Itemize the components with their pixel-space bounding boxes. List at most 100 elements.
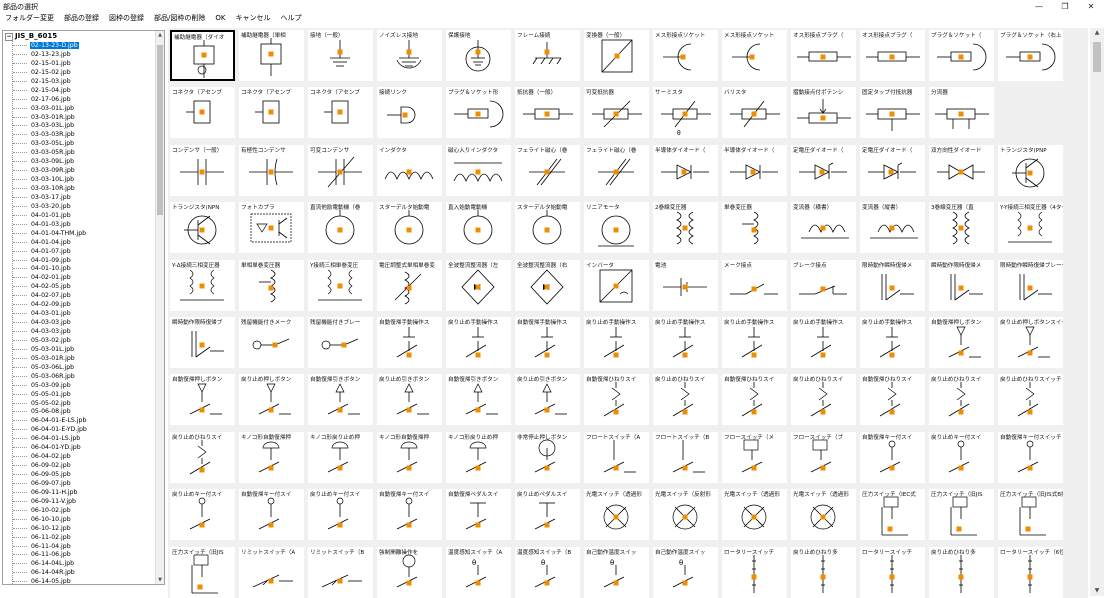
part-cell[interactable]: キノコ形戻り止め押 xyxy=(308,431,373,483)
part-cell[interactable]: 戻り止めひねりスイ xyxy=(929,374,994,426)
part-cell[interactable]: メス形接点ソケット xyxy=(722,30,787,81)
part-cell[interactable]: 自動復帰引きボタン xyxy=(446,374,511,426)
tree-item[interactable]: 02-13-23-D.jpb xyxy=(13,41,153,50)
part-cell[interactable]: プラグ＆ソケット（ xyxy=(929,30,994,81)
grid-scrollbar[interactable]: ▲ ▼ xyxy=(1090,28,1104,596)
part-cell[interactable]: 3巻線変圧器（直 xyxy=(929,202,994,254)
part-cell[interactable]: 戻り止めひねりスイッチ（2 xyxy=(998,374,1063,426)
scroll-down-icon[interactable]: ▼ xyxy=(158,577,162,583)
tree-item[interactable]: 05-05-02.jpb xyxy=(13,399,153,408)
part-cell[interactable]: 自動復帰押しボタン xyxy=(170,374,235,426)
part-cell[interactable]: 戻り止めひねり多 xyxy=(791,546,856,598)
part-cell[interactable]: θ 温度感知スイッチ（B xyxy=(515,546,580,598)
part-cell[interactable]: インバータ xyxy=(584,259,649,311)
tree-item[interactable]: 02-17-06.jpb xyxy=(13,95,153,104)
tree-item[interactable]: 04-03-01.jpb xyxy=(13,309,153,318)
part-cell[interactable]: 戻り止めキー付スイ xyxy=(170,489,235,541)
menu-ok[interactable]: OK xyxy=(215,14,226,22)
collapse-icon[interactable]: − xyxy=(5,32,13,41)
tree-item[interactable]: 05-03-01R.jpb xyxy=(13,354,153,363)
tree-scrollbar[interactable]: ▲ ▼ xyxy=(155,31,164,584)
part-cell[interactable]: 光電スイッチ（反射形 xyxy=(653,489,718,541)
menu-help[interactable]: ヘルプ xyxy=(280,14,302,22)
part-cell[interactable]: 自動復帰ペダルスイ xyxy=(446,489,511,541)
tree-item[interactable]: 05-05-01.jpb xyxy=(13,390,153,399)
tree-item[interactable]: 03-03-03L.jpb xyxy=(13,121,153,130)
part-cell[interactable]: 瞬時動作限時復帰メ xyxy=(929,259,994,311)
part-cell[interactable]: フロートスイッチ（A xyxy=(584,431,649,483)
part-cell[interactable]: 光電スイッチ（透過形 xyxy=(791,489,856,541)
part-cell[interactable]: コネクタ（アセンブ xyxy=(170,87,235,139)
part-cell[interactable]: 自動復帰ひねりスイ xyxy=(722,374,787,426)
tree-item[interactable]: 02-15-03.jpb xyxy=(13,77,153,86)
tree-item[interactable]: 02-15-04.jpb xyxy=(13,86,153,95)
part-cell[interactable]: フェライト磁心（巻 xyxy=(584,144,649,196)
tree-item[interactable]: 04-01-09.jpb xyxy=(13,256,153,265)
tree-item[interactable]: 06-09-05.jpb xyxy=(13,470,153,479)
part-cell[interactable]: Y-Y接続三相変圧器（4タップ xyxy=(998,202,1063,254)
part-cell[interactable]: プラグ＆ソケット形 xyxy=(446,87,511,139)
part-cell[interactable]: 圧力スイッチ（旧JIS xyxy=(929,489,994,541)
part-cell[interactable]: 戻り止めキー付スイ xyxy=(929,431,994,483)
part-cell[interactable]: オス形接点プラグ（ xyxy=(791,30,856,81)
tree-item[interactable]: 06-04-01-YD.jpb xyxy=(13,443,153,452)
part-cell[interactable]: 全波整流整流器（右 xyxy=(515,259,580,311)
part-cell[interactable]: 残留機能付きメーク xyxy=(239,316,304,368)
tree-item[interactable]: 05-06-08.jpb xyxy=(13,407,153,416)
part-cell[interactable]: 残留機能付きブレー xyxy=(308,316,373,368)
part-cell[interactable]: Y-Δ接続三相変圧器 xyxy=(170,259,235,311)
tree-item[interactable]: 04-01-07.jpb xyxy=(13,247,153,256)
menu-register-part[interactable]: 部品の登録 xyxy=(64,14,99,22)
part-cell[interactable]: 摺動接点付ポテンシ xyxy=(791,87,856,139)
scroll-down-icon[interactable]: ▼ xyxy=(1094,587,1100,594)
part-cell[interactable]: 直入始動電動機 xyxy=(446,202,511,254)
tree-item[interactable]: 03-03-10R.jpb xyxy=(13,184,153,193)
part-cell[interactable]: 自動復帰手動操作ス xyxy=(515,316,580,368)
part-cell[interactable]: 固定タップ付抵抗器 xyxy=(860,87,925,139)
part-cell[interactable]: 戻り止め手動操作ス xyxy=(446,316,511,368)
tree-item[interactable]: 06-04-02.jpb xyxy=(13,452,153,461)
tree-item[interactable]: 04-03-03.jpb xyxy=(13,318,153,327)
part-cell[interactable]: 変流器（横書） xyxy=(791,202,856,254)
tree-item[interactable]: 06-09-07.jpb xyxy=(13,479,153,488)
part-cell[interactable]: メス形接点ソケット xyxy=(653,30,718,81)
part-cell[interactable] xyxy=(998,87,1063,139)
part-cell[interactable]: 可変抵抗器 xyxy=(584,87,649,139)
part-cell[interactable]: 補助継電器（ダイオ xyxy=(170,30,235,81)
tree-item[interactable]: 04-02-07.jpb xyxy=(13,291,153,300)
part-cell[interactable]: 戻り止め手動操作ス xyxy=(860,316,925,368)
tree-item[interactable]: 03-03-17.jpb xyxy=(13,193,153,202)
tree-item[interactable]: 04-02-09.jpb xyxy=(13,300,153,309)
tree-item[interactable]: 03-03-20.jpb xyxy=(13,202,153,211)
part-cell[interactable]: 戻り止めひねりスイ xyxy=(653,374,718,426)
part-cell[interactable]: 戻り止め引きボタン xyxy=(377,374,442,426)
part-cell[interactable]: 定電圧ダイオード（ xyxy=(860,144,925,196)
part-cell[interactable]: 戻り止め手動操作ス xyxy=(584,316,649,368)
part-cell[interactable]: 自動復帰キー付スイッチ（3 xyxy=(998,431,1063,483)
tree-item[interactable]: 06-14-05.jpb xyxy=(13,577,153,584)
part-cell[interactable]: 戻り止め手動操作ス xyxy=(653,316,718,368)
tree-item[interactable]: 04-01-04.jpb xyxy=(13,238,153,247)
tree-item[interactable]: 06-11-06.jpb xyxy=(13,550,153,559)
tree-item[interactable]: 06-09-11-V.jpb xyxy=(13,497,153,506)
part-cell[interactable]: 強制開離操作を xyxy=(377,546,442,598)
part-cell[interactable]: 戻り止め押しボタンスイッチ xyxy=(998,316,1063,368)
part-cell[interactable]: 戻り止めひねりスイ xyxy=(170,431,235,483)
tree-scroll-thumb[interactable] xyxy=(157,45,163,215)
part-cell[interactable]: 圧力スイッチ（IEC式 xyxy=(860,489,925,541)
tree-item[interactable]: 05-03-09.jpb xyxy=(13,381,153,390)
part-cell[interactable]: 補助継電器（単相 xyxy=(239,30,304,81)
part-cell[interactable]: 圧力スイッチ（旧JIS式B接 xyxy=(998,489,1063,541)
tree-item[interactable]: 03-03-05R.jpb xyxy=(13,148,153,157)
part-cell[interactable]: 戻り止めひねり多 xyxy=(929,546,994,598)
part-cell[interactable]: 戻り止めひねりスイ xyxy=(791,374,856,426)
part-cell[interactable]: 単巻変圧器 xyxy=(722,202,787,254)
restore-icon[interactable]: ❐ xyxy=(1061,1,1069,11)
part-cell[interactable]: 可変コンデンサ xyxy=(308,144,373,196)
tree-item[interactable]: 03-03-01R.jpb xyxy=(13,113,153,122)
tree-item[interactable]: 04-03-03.jpb xyxy=(13,327,153,336)
part-cell[interactable]: ロータリースイッチ xyxy=(860,546,925,598)
tree-item[interactable]: 05-03-06L.jpb xyxy=(13,363,153,372)
tree-item[interactable]: 02-15-02.jpb xyxy=(13,68,153,77)
part-cell[interactable]: 自動復帰引きボタン xyxy=(308,374,373,426)
